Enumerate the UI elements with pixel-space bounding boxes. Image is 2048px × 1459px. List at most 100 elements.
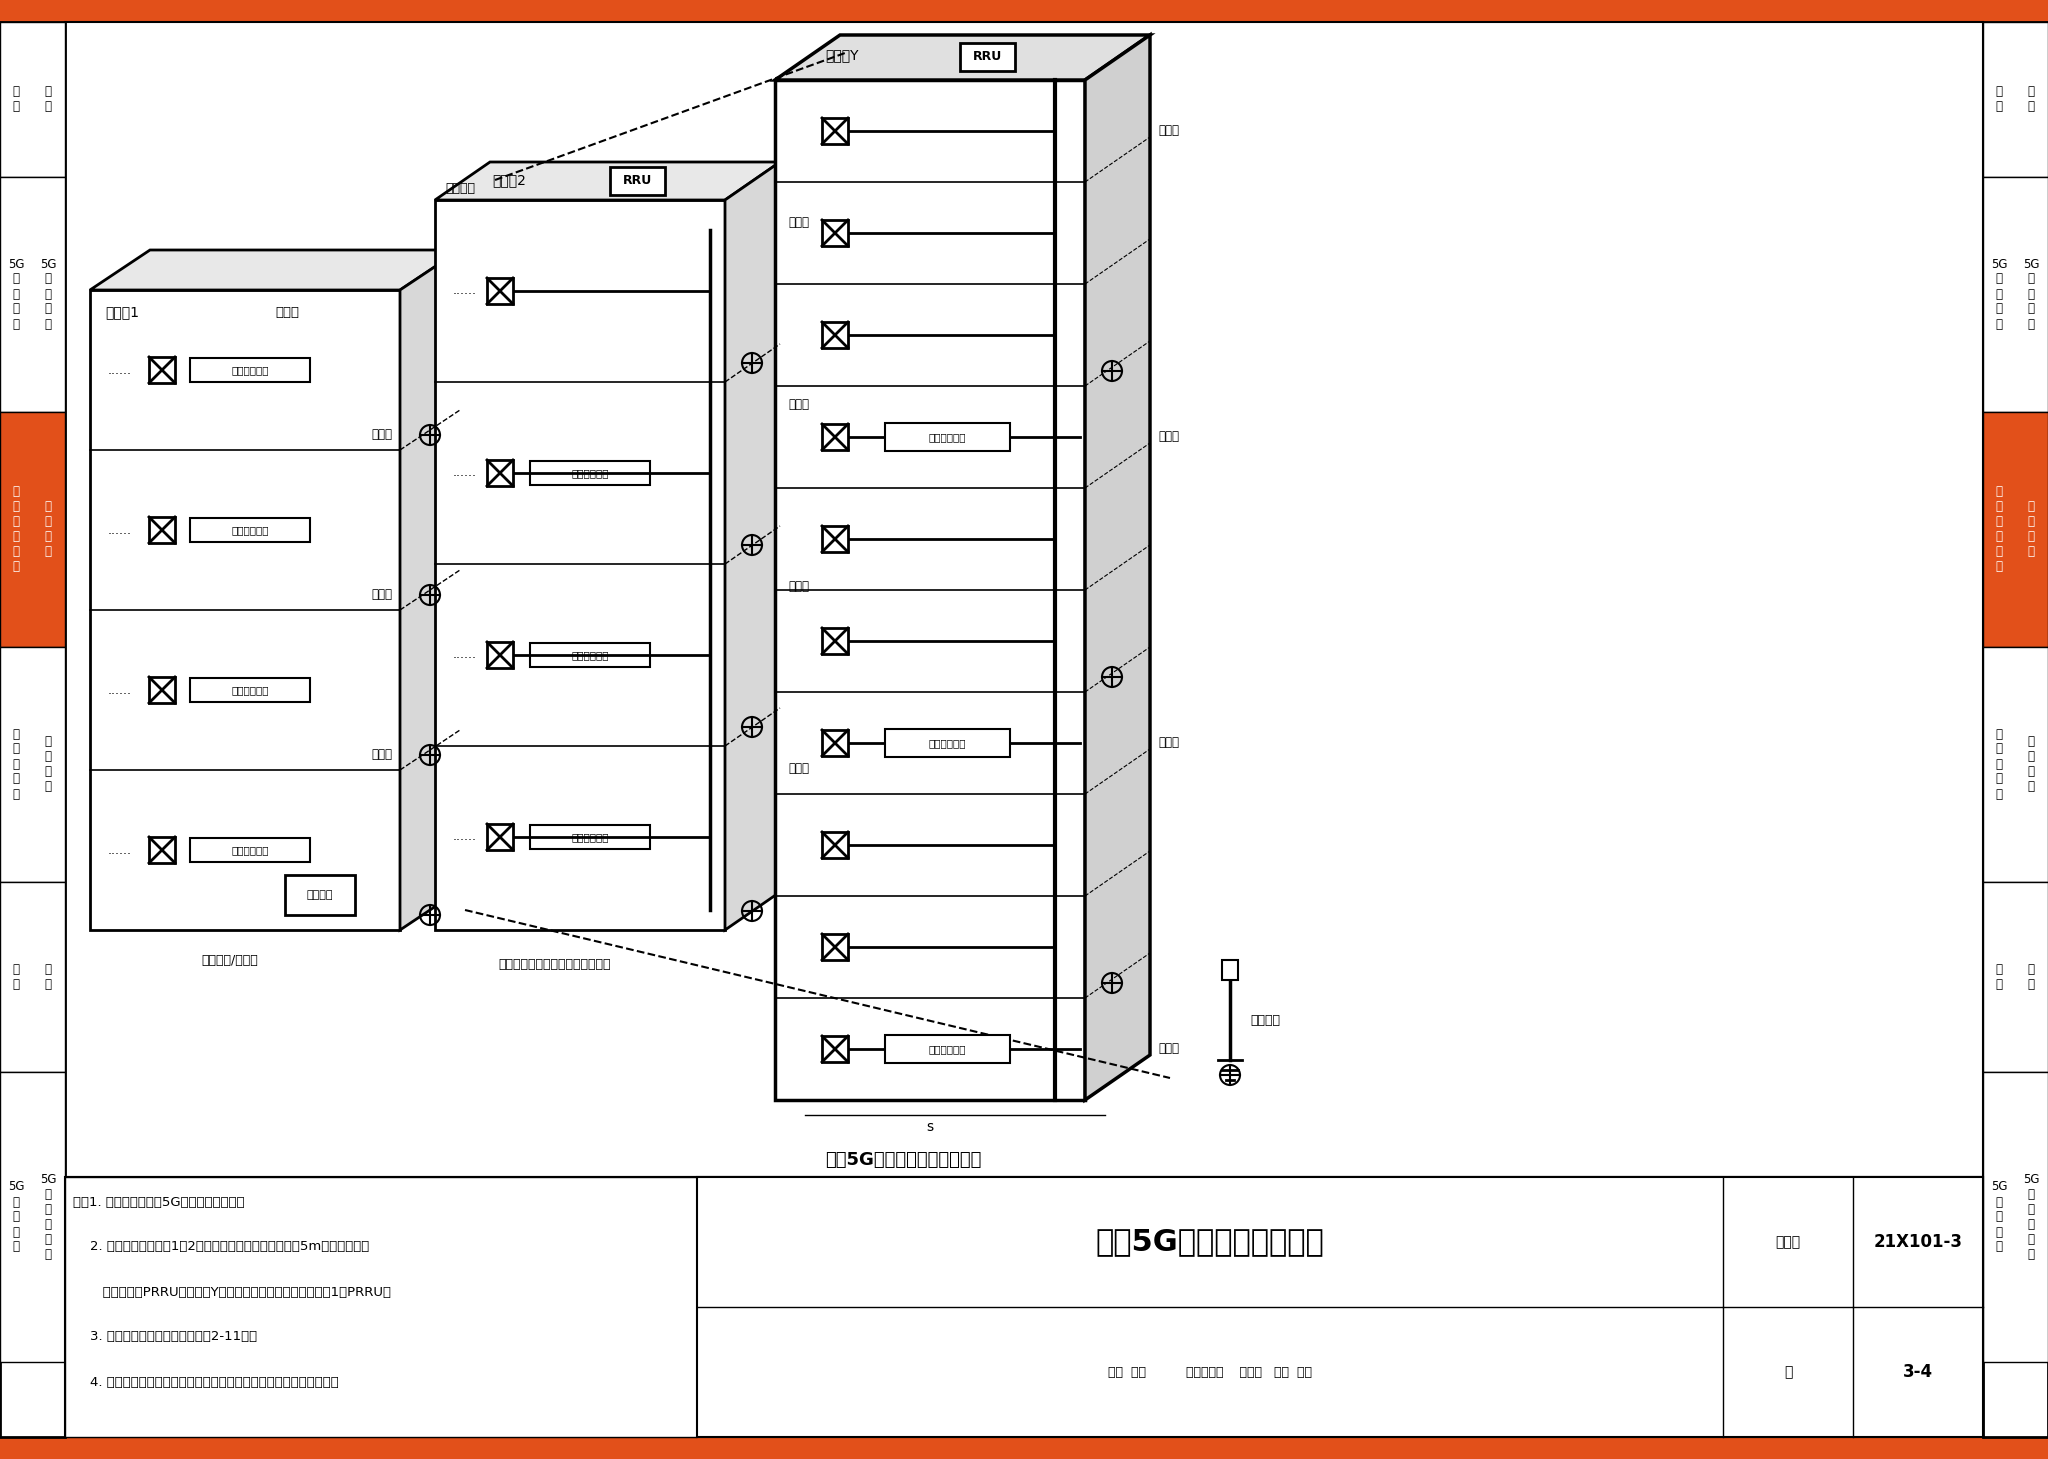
Text: 弱电间: 弱电间	[371, 429, 391, 442]
Polygon shape	[1085, 35, 1151, 1100]
Text: 建筑5G网络覆盖工程设置示意: 建筑5G网络覆盖工程设置示意	[825, 1151, 981, 1169]
Text: 页: 页	[1784, 1366, 1792, 1379]
Bar	[150, 837, 174, 864]
Text: 示
例: 示 例	[1995, 963, 2003, 991]
Text: 建
筑
设
施
设
计: 建 筑 设 施 设 计	[12, 484, 20, 573]
Bar	[66, 1177, 1982, 1437]
Bar	[190, 678, 309, 702]
Text: ......: ......	[109, 683, 131, 696]
Text: 审核  孙兰          校对王衍辉    王钧峰   设计  汤威: 审核 孙兰 校对王衍辉 王钧峰 设计 汤威	[1108, 1366, 1313, 1379]
Text: 弱电间: 弱电间	[371, 748, 391, 762]
Text: 工
程: 工 程	[45, 963, 51, 991]
Text: 建
筑
设
施
工: 建 筑 设 施 工	[1995, 728, 2003, 801]
Text: 远端汇聚单元: 远端汇聚单元	[928, 432, 967, 442]
Text: ......: ......	[453, 467, 477, 480]
Bar	[821, 832, 848, 858]
Bar	[885, 730, 1010, 757]
Text: 5G
网
络
多
接
入: 5G 网 络 多 接 入	[2023, 1173, 2040, 1261]
Text: 远端汇聚单元: 远端汇聚单元	[571, 832, 608, 842]
Text: 5G
网
络
覆
盖: 5G 网 络 覆 盖	[39, 257, 55, 331]
Text: 弱电间: 弱电间	[1157, 124, 1180, 137]
Text: 远端汇聚单元: 远端汇聚单元	[231, 365, 268, 375]
Bar	[885, 423, 1010, 451]
Text: 3-4: 3-4	[1903, 1363, 1933, 1382]
Text: 建筑物2: 建筑物2	[492, 174, 526, 187]
Text: 层安装多台PRRU；建筑物Y为一梯多户住宅建筑，每层安装1台PRRU。: 层安装多台PRRU；建筑物Y为一梯多户住宅建筑，每层安装1台PRRU。	[74, 1285, 391, 1299]
Bar	[487, 279, 512, 303]
Bar	[1982, 1072, 2048, 1363]
Text: 弱电间: 弱电间	[1157, 1043, 1180, 1055]
Text: 建
筑
设
施
设
计: 建 筑 设 施 设 计	[1995, 484, 2003, 573]
Bar	[774, 80, 1085, 1100]
Bar	[150, 357, 174, 384]
Bar	[821, 730, 848, 756]
Bar	[487, 824, 512, 851]
Polygon shape	[725, 162, 780, 929]
Bar	[487, 460, 512, 486]
Text: 5G
网
络
覆
盖: 5G 网 络 覆 盖	[2023, 257, 2040, 331]
Bar	[1982, 177, 2048, 411]
Text: ......: ......	[109, 363, 131, 376]
Bar	[0, 646, 66, 883]
Polygon shape	[399, 249, 461, 929]
Text: 弱电间: 弱电间	[1157, 430, 1180, 444]
Bar	[821, 425, 848, 449]
Bar	[190, 837, 309, 862]
Bar	[150, 677, 174, 703]
Text: ......: ......	[453, 285, 477, 298]
Text: 多家电信业务经营者室外配线光缆: 多家电信业务经营者室外配线光缆	[500, 959, 610, 972]
Bar	[190, 518, 309, 541]
Bar	[821, 118, 848, 144]
Text: 建筑5G网络覆盖工程设置: 建筑5G网络覆盖工程设置	[1096, 1227, 1325, 1256]
Bar	[1223, 960, 1237, 980]
Bar	[1982, 22, 2048, 177]
Text: 远端汇聚单元: 远端汇聚单元	[571, 468, 608, 479]
Bar	[1982, 646, 2048, 883]
Text: ......: ......	[109, 524, 131, 537]
Text: 符
号: 符 号	[12, 85, 20, 112]
Bar	[821, 934, 848, 960]
Bar	[0, 883, 66, 1072]
Text: 5G
边
缘
计
算: 5G 边 缘 计 算	[1991, 1180, 2007, 1253]
Bar	[66, 22, 1982, 1177]
Bar	[487, 642, 512, 668]
Text: 弱电间: 弱电间	[788, 579, 809, 592]
Text: ......: ......	[453, 830, 477, 843]
Bar	[610, 166, 666, 196]
Bar	[0, 177, 66, 411]
Bar	[0, 22, 66, 1437]
Bar	[821, 322, 848, 349]
Bar	[821, 220, 848, 247]
Text: 天面基站: 天面基站	[444, 181, 475, 194]
Text: 远端汇聚单元: 远端汇聚单元	[928, 1045, 967, 1053]
Bar	[66, 1177, 696, 1437]
Text: 3. 通信机柜内部结构示意图参见2-11页。: 3. 通信机柜内部结构示意图参见2-11页。	[74, 1331, 258, 1344]
Text: 远端汇聚单元: 远端汇聚单元	[231, 525, 268, 535]
Text: 弱电间: 弱电间	[371, 588, 391, 601]
Text: s: s	[926, 1121, 934, 1134]
Text: 4. 地面杆站和天面基站的位置和数量由工程设计根据实际情况确定。: 4. 地面杆站和天面基站的位置和数量由工程设计根据实际情况确定。	[74, 1376, 338, 1389]
Text: 远端汇聚单元: 远端汇聚单元	[571, 651, 608, 659]
Text: ......: ......	[453, 648, 477, 661]
Bar	[961, 42, 1016, 71]
Bar	[530, 643, 649, 667]
Text: 5G
网
络
多
接
入: 5G 网 络 多 接 入	[39, 1173, 55, 1261]
Text: 5G
边
缘
计
算: 5G 边 缘 计 算	[8, 1180, 25, 1253]
Text: 弱电间: 弱电间	[788, 397, 809, 410]
Bar	[150, 516, 174, 543]
Bar	[285, 875, 354, 915]
Text: 5G
系
统
设
计: 5G 系 统 设 计	[8, 257, 25, 331]
Text: 图集号: 图集号	[1776, 1234, 1800, 1249]
Text: 弱电间: 弱电间	[1157, 737, 1180, 750]
Bar	[1982, 883, 2048, 1072]
Text: 建
筑
配
套: 建 筑 配 套	[45, 500, 51, 557]
Bar	[434, 200, 725, 929]
Bar	[190, 357, 309, 382]
Text: 术
语: 术 语	[2028, 85, 2034, 112]
Text: 远端汇聚单元: 远端汇聚单元	[928, 738, 967, 748]
Text: 通信机柜: 通信机柜	[307, 890, 334, 900]
Bar	[0, 411, 66, 646]
Bar	[0, 0, 2048, 22]
Bar	[821, 627, 848, 654]
Text: 远端汇聚单元: 远端汇聚单元	[231, 684, 268, 694]
